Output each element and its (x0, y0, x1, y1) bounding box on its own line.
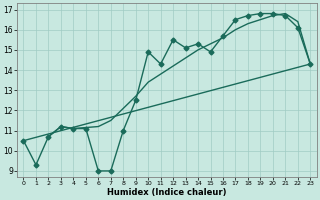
X-axis label: Humidex (Indice chaleur): Humidex (Indice chaleur) (107, 188, 227, 197)
